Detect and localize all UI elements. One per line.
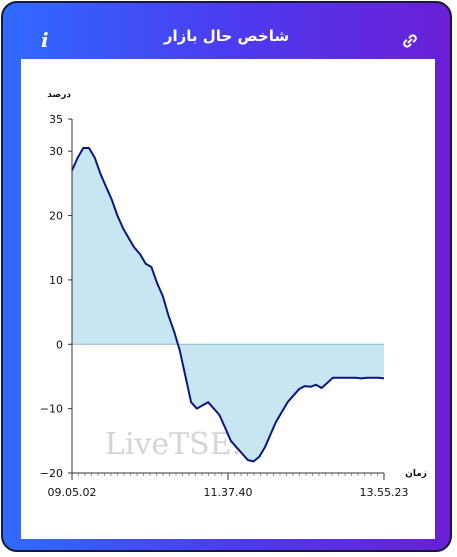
x-tick-label: 11.37.40 xyxy=(204,486,253,499)
y-tick-label: −20 xyxy=(40,467,63,480)
x-axis-label: زمان xyxy=(405,469,427,479)
title-bar: i شاخص حال بازار xyxy=(3,3,450,59)
y-tick-label: 0 xyxy=(56,338,63,351)
page-title: شاخص حال بازار xyxy=(163,27,290,45)
area-fill xyxy=(72,148,384,462)
market-index-chart: درصد زمان LiveTSE.ir 353020100−10−2009.0… xyxy=(40,90,427,499)
y-axis-label: درصد xyxy=(47,90,71,100)
y-tick-label: 20 xyxy=(49,210,63,223)
y-tick-label: 30 xyxy=(49,145,63,158)
y-tick-label: 35 xyxy=(49,113,63,126)
info-icon[interactable]: i xyxy=(41,28,49,52)
chart-panel: درصد زمان LiveTSE.ir 35 30 20 10 0 −10 −20 09.0… xyxy=(21,59,435,539)
x-tick-label: 13.55.23 xyxy=(360,486,409,499)
y-tick-label: 10 xyxy=(49,274,63,287)
app-frame: i شاخص حال بازار درصد زمان LiveTSE.ir 35… xyxy=(1,1,452,552)
link-icon[interactable] xyxy=(401,32,419,50)
y-tick-label: −10 xyxy=(40,403,63,416)
series-line xyxy=(71,147,385,463)
x-tick-label: 09.05.02 xyxy=(48,486,97,499)
